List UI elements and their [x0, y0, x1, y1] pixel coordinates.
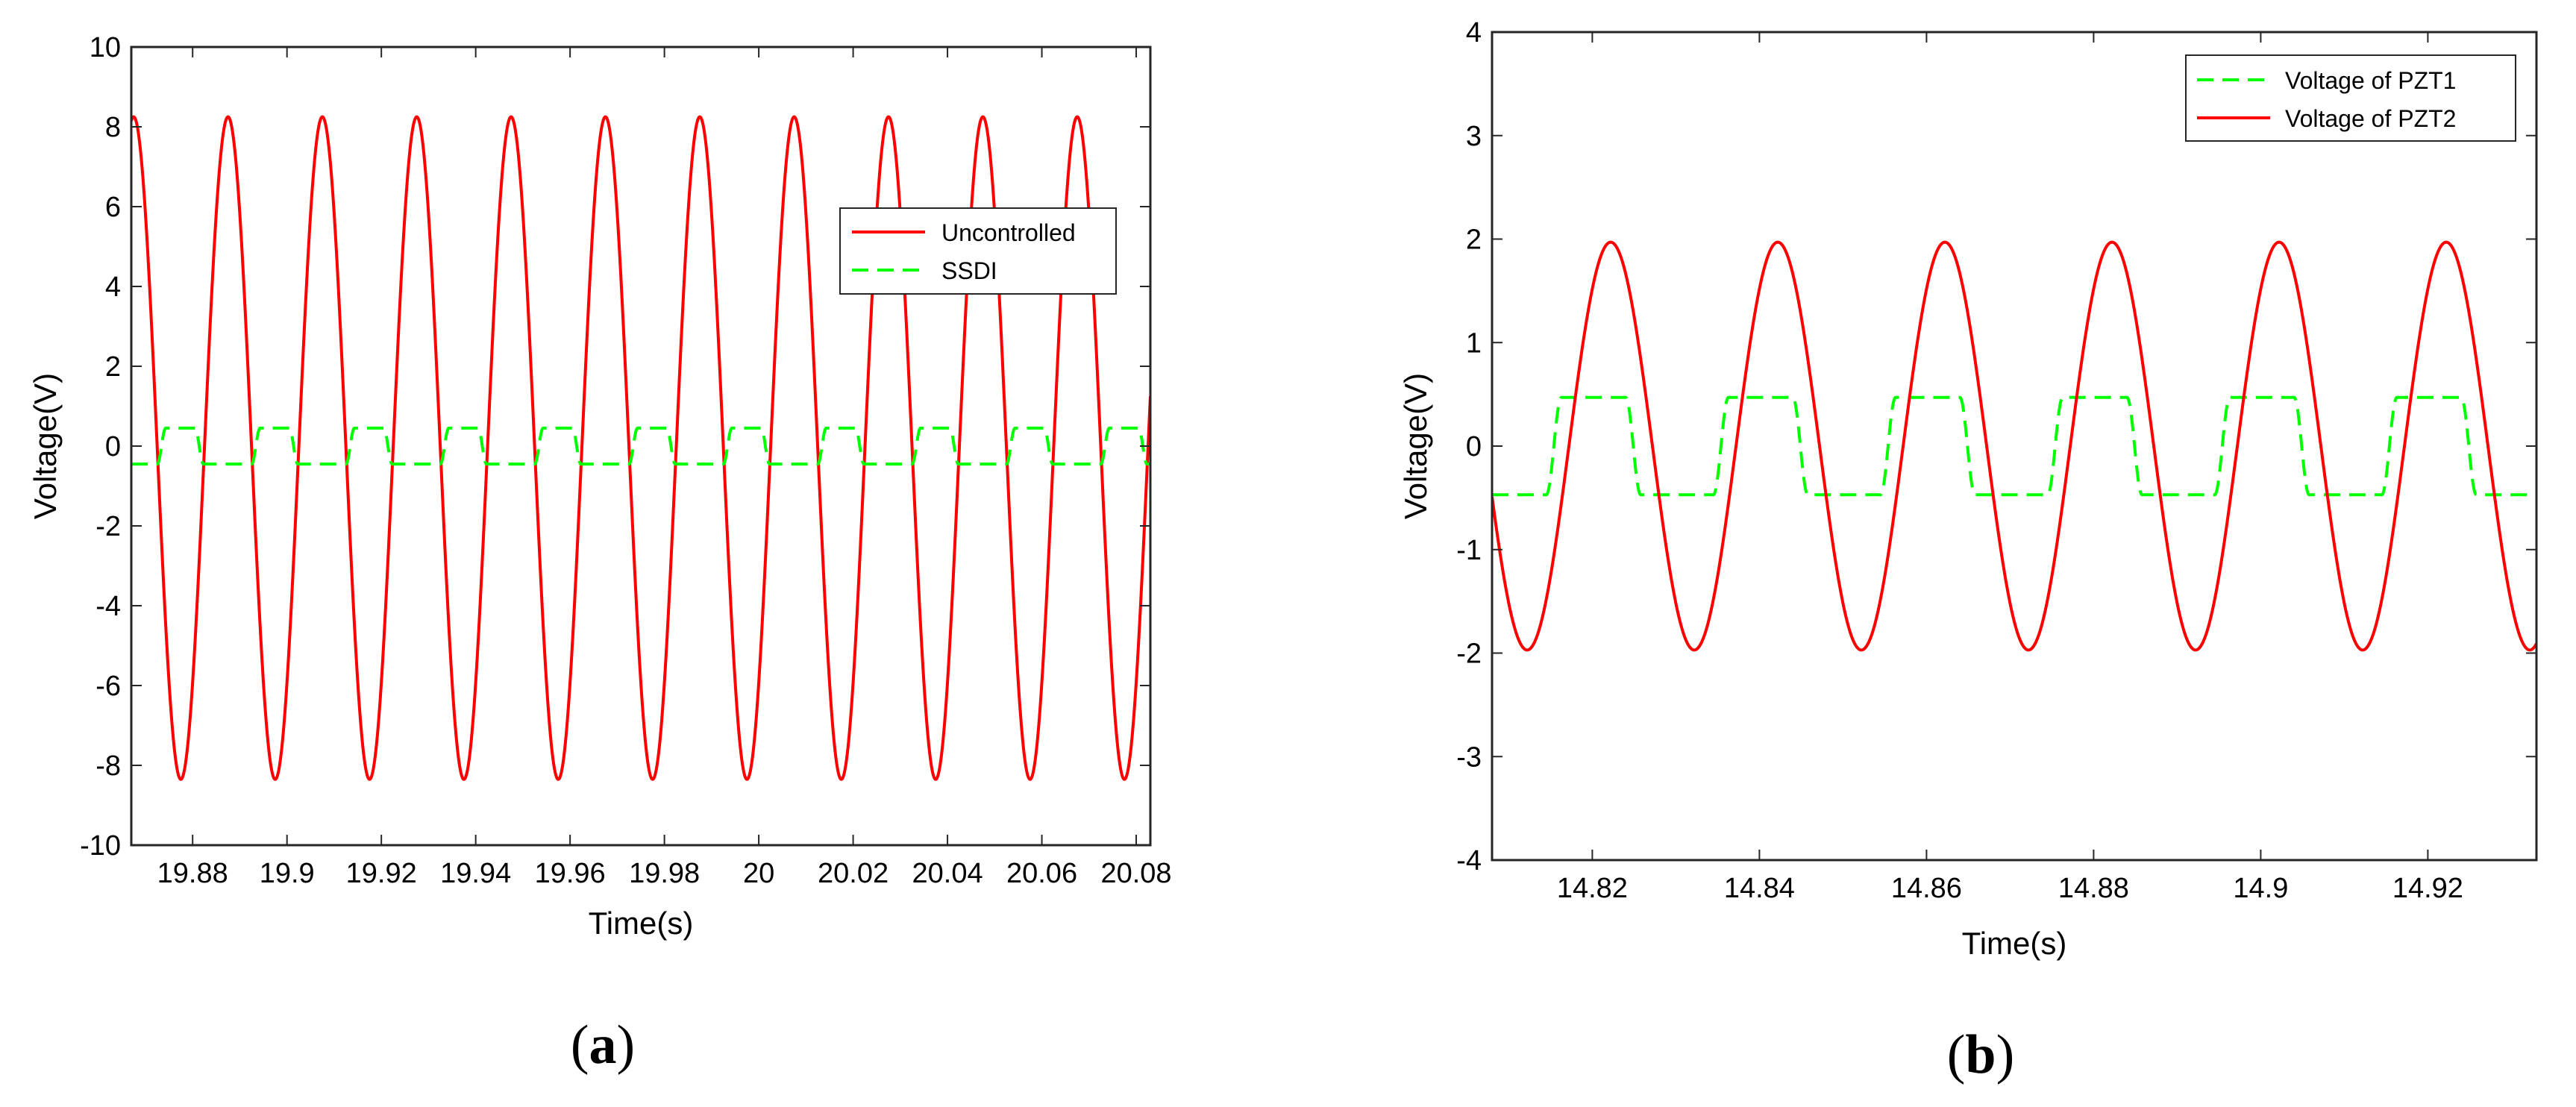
y-tick-label: -8 [95, 750, 121, 782]
x-tick-label: 14.88 [2058, 873, 2129, 904]
y-tick-label: 4 [1466, 17, 1482, 48]
chart-panel-b: 14.82 14.84 14.86 14.88 14.9 14.92 -4 -3 -2 -1 0 1… [1398, 17, 2538, 1085]
y-tick-label: -3 [1456, 741, 1482, 773]
legend-b: Voltage of PZT1 Voltage of PZT2 [2185, 54, 2516, 142]
x-tick-label: 14.92 [2392, 873, 2463, 904]
chart-panel-a: 19.88 19.9 19.92 19.94 19.96 19.98 20 20.02 20.0… [28, 32, 1172, 1076]
x-tick-label: 20.04 [912, 858, 983, 889]
legend-box-a [839, 207, 1117, 295]
x-ticks-a: 19.88 19.9 19.92 19.94 19.96 19.98 20 20.02 20.0… [157, 47, 1172, 889]
y-tick-label: 2 [105, 351, 121, 383]
series-layer-b [1492, 240, 2536, 652]
plot-frame-b [1491, 31, 2538, 862]
y-tick-label: 6 [105, 192, 121, 223]
plot-frame-a [130, 46, 1152, 847]
y-tick-label: 4 [105, 272, 121, 303]
series-line-voltage-of-pzt1 [1492, 395, 2536, 497]
x-tick-label: 19.9 [260, 858, 315, 889]
series-line-voltage-of-pzt2 [1492, 240, 2536, 652]
y-axis-label-a: Voltage(V) [28, 373, 63, 519]
legend-a: Uncontrolled SSDI [839, 207, 1117, 295]
x-tick-label: 20.08 [1100, 858, 1171, 889]
x-tick-label: 20 [743, 858, 774, 889]
y-ticks-b: -4 -3 -2 -1 0 1 2 3 4 [1456, 17, 2536, 876]
caption-letter-a: a [589, 1015, 617, 1076]
x-tick-label: 19.94 [440, 858, 511, 889]
x-ticks-b: 14.82 14.84 14.86 14.88 14.9 14.92 [1557, 32, 2463, 904]
y-tick-label: -4 [1456, 845, 1482, 876]
plot-clip-b [1492, 240, 2536, 652]
x-tick-label: 19.92 [346, 858, 417, 889]
y-tick-label: 3 [1466, 121, 1482, 152]
legend-label-ssdi: SSDI [941, 257, 997, 284]
y-tick-label: -1 [1456, 535, 1482, 566]
y-tick-label: 8 [105, 112, 121, 143]
plot-area-b [1492, 32, 2536, 860]
legend-label-uncontrolled: Uncontrolled [941, 219, 1076, 246]
series-layer-a [131, 115, 1150, 781]
series-line-ssdi [131, 426, 1150, 466]
x-tick-label: 14.84 [1724, 873, 1795, 904]
x-axis-label-b: Time(s) [1962, 926, 2067, 961]
x-tick-label: 19.88 [157, 858, 228, 889]
x-tick-label: 14.86 [1891, 873, 1962, 904]
plot-area-a [131, 47, 1150, 845]
y-axis-label-b: Voltage(V) [1398, 373, 1433, 519]
legend-box-b [2185, 54, 2516, 142]
panel-caption-a: (a) [571, 1015, 635, 1076]
plot-clip-a [131, 115, 1150, 781]
x-tick-label: 20.02 [818, 858, 889, 889]
y-tick-label: -6 [95, 671, 121, 702]
x-tick-label: 14.82 [1557, 873, 1628, 904]
y-tick-label: 0 [1466, 431, 1482, 462]
caption-letter-b: b [1965, 1024, 1996, 1085]
y-tick-label: 10 [90, 32, 121, 63]
y-tick-label: -2 [95, 511, 121, 542]
y-tick-label: 0 [105, 431, 121, 462]
y-tick-label: 1 [1466, 327, 1482, 359]
y-tick-label: -4 [95, 591, 121, 622]
x-tick-label: 19.96 [535, 858, 606, 889]
y-ticks-a: -10 -8 -6 -4 -2 0 2 4 6 8 10 [80, 32, 1150, 862]
series-line-uncontrolled [131, 115, 1150, 781]
x-tick-label: 20.06 [1006, 858, 1077, 889]
legend-label-pzt1: Voltage of PZT1 [2285, 67, 2456, 94]
panel-caption-b: (b) [1947, 1024, 2014, 1085]
legend-label-pzt2: Voltage of PZT2 [2285, 105, 2456, 132]
y-tick-label: -10 [80, 830, 121, 862]
x-tick-label: 14.9 [2233, 873, 2288, 904]
x-axis-label-a: Time(s) [589, 906, 694, 941]
y-tick-label: 2 [1466, 225, 1482, 256]
x-tick-label: 19.98 [629, 858, 700, 889]
y-tick-label: -2 [1456, 639, 1482, 670]
